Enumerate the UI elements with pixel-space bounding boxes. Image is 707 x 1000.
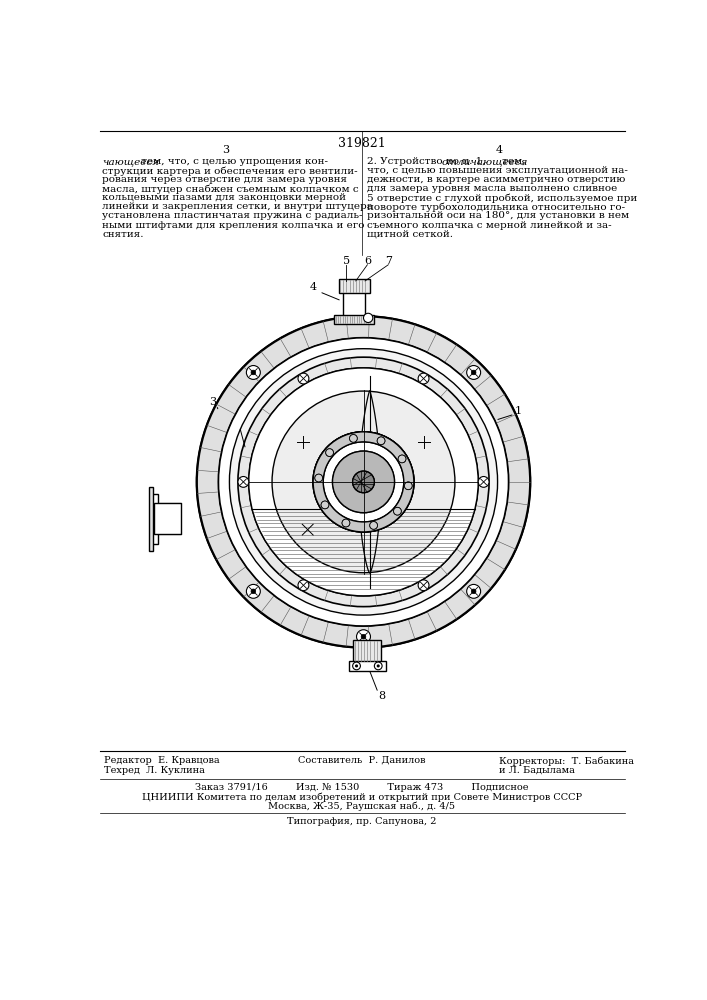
- Text: 4: 4: [310, 282, 317, 292]
- Text: Корректоры:  Т. Бабакина: Корректоры: Т. Бабакина: [499, 756, 634, 766]
- Circle shape: [467, 584, 481, 598]
- Bar: [149, 487, 153, 551]
- Text: 8: 8: [378, 691, 385, 701]
- Text: 2. Устройство по п. 1,: 2. Устройство по п. 1,: [368, 157, 489, 166]
- Text: 6: 6: [364, 256, 371, 266]
- Circle shape: [418, 373, 429, 384]
- Circle shape: [467, 366, 481, 379]
- Circle shape: [404, 482, 412, 490]
- Circle shape: [472, 589, 476, 594]
- Text: и Л. Бадылама: и Л. Бадылама: [499, 766, 575, 775]
- Text: 5 отверстие с глухой пробкой, используемое при: 5 отверстие с глухой пробкой, используем…: [368, 193, 638, 203]
- Circle shape: [349, 435, 357, 442]
- Text: рования через отверстие для замера уровня: рования через отверстие для замера уровн…: [103, 175, 347, 184]
- Circle shape: [370, 522, 378, 529]
- Circle shape: [370, 522, 378, 529]
- Circle shape: [313, 432, 414, 532]
- Text: дежности, в картере асимметрично отверстию: дежности, в картере асимметрично отверст…: [368, 175, 626, 184]
- Text: струкции картера и обеспечения его вентили-: струкции картера и обеспечения его венти…: [103, 166, 358, 176]
- Text: 3: 3: [222, 145, 229, 155]
- Text: установлена пластинчатая пружина с радиаль-: установлена пластинчатая пружина с радиа…: [103, 211, 363, 220]
- Bar: [154, 503, 182, 534]
- Circle shape: [251, 370, 256, 375]
- Circle shape: [349, 435, 357, 442]
- Bar: [334, 315, 374, 324]
- Bar: [152, 494, 158, 544]
- Text: 1: 1: [515, 406, 522, 416]
- Circle shape: [418, 580, 429, 591]
- Circle shape: [353, 662, 361, 670]
- Circle shape: [398, 455, 406, 463]
- Circle shape: [326, 449, 334, 456]
- Circle shape: [394, 507, 402, 515]
- Text: Заказ 3791/16         Изд. № 1530         Тираж 473         Подписное: Заказ 3791/16 Изд. № 1530 Тираж 473 Подп…: [195, 783, 529, 792]
- Circle shape: [378, 437, 385, 445]
- Circle shape: [313, 432, 414, 532]
- Bar: [349, 661, 386, 671]
- Circle shape: [353, 471, 374, 493]
- Text: линейки и закрепления сетки, и внутри штуцера: линейки и закрепления сетки, и внутри шт…: [103, 202, 373, 211]
- Bar: [339, 279, 370, 293]
- Text: щитной сеткой.: щитной сеткой.: [368, 230, 453, 239]
- Text: отличающееся: отличающееся: [442, 157, 528, 166]
- Text: масла, штуцер снабжен съемным колпачком с: масла, штуцер снабжен съемным колпачком …: [103, 184, 359, 194]
- Circle shape: [246, 366, 260, 379]
- Circle shape: [298, 580, 309, 591]
- Text: тем, что, с целью упрощения кон-: тем, что, с целью упрощения кон-: [138, 157, 328, 166]
- Circle shape: [472, 370, 476, 375]
- Circle shape: [238, 477, 249, 487]
- Circle shape: [272, 391, 455, 573]
- Circle shape: [326, 449, 334, 456]
- Bar: [354, 640, 381, 663]
- Circle shape: [398, 455, 406, 463]
- Circle shape: [353, 471, 374, 493]
- Circle shape: [321, 501, 329, 509]
- Circle shape: [251, 589, 256, 594]
- Text: 319821: 319821: [338, 137, 386, 150]
- Text: 4: 4: [496, 145, 503, 155]
- Text: ными штифтами для крепления колпачка и его: ными штифтами для крепления колпачка и е…: [103, 221, 365, 230]
- Circle shape: [197, 316, 530, 647]
- Text: тем,: тем,: [499, 157, 525, 166]
- Circle shape: [355, 664, 358, 667]
- Circle shape: [377, 664, 380, 667]
- Text: повороте турбохолодильника относительно го-: повороте турбохолодильника относительно …: [368, 202, 626, 212]
- Text: снятия.: снятия.: [103, 230, 144, 239]
- Text: Москва, Ж-35, Раушская наб., д. 4/5: Москва, Ж-35, Раушская наб., д. 4/5: [269, 801, 455, 811]
- Bar: [344, 291, 365, 318]
- Circle shape: [342, 519, 350, 527]
- Circle shape: [404, 482, 412, 490]
- Text: чающееся: чающееся: [103, 157, 159, 166]
- Circle shape: [246, 584, 260, 598]
- Text: 5: 5: [343, 256, 350, 266]
- Circle shape: [315, 474, 322, 482]
- Circle shape: [298, 373, 309, 384]
- Text: Типография, пр. Сапунова, 2: Типография, пр. Сапунова, 2: [287, 817, 437, 826]
- Text: Составитель  Р. Данилов: Составитель Р. Данилов: [298, 756, 426, 765]
- Text: ризонтальной оси на 180°, для установки в нем: ризонтальной оси на 180°, для установки …: [368, 211, 629, 220]
- Circle shape: [342, 519, 350, 527]
- Text: Техред  Л. Куклина: Техред Л. Куклина: [104, 766, 205, 775]
- Text: 3: 3: [209, 397, 216, 407]
- Circle shape: [356, 630, 370, 644]
- Text: Редактор  Е. Кравцова: Редактор Е. Кравцова: [104, 756, 219, 765]
- Text: кольцевыми пазами для законцовки мерной: кольцевыми пазами для законцовки мерной: [103, 193, 346, 202]
- Text: что, с целью повышения эксплуатационной на-: что, с целью повышения эксплуатационной …: [368, 166, 629, 175]
- Circle shape: [363, 313, 373, 323]
- Text: для замера уровня масла выполнено сливное: для замера уровня масла выполнено сливно…: [368, 184, 618, 193]
- Circle shape: [315, 474, 322, 482]
- Circle shape: [378, 437, 385, 445]
- Circle shape: [361, 634, 366, 639]
- Text: 7: 7: [385, 256, 392, 266]
- Circle shape: [249, 368, 478, 596]
- Circle shape: [321, 501, 329, 509]
- Circle shape: [478, 477, 489, 487]
- Text: съемного колпачка с мерной линейкой и за-: съемного колпачка с мерной линейкой и за…: [368, 221, 612, 230]
- Text: ЦНИИПИ Комитета по делам изобретений и открытий при Совете Министров СССР: ЦНИИПИ Комитета по делам изобретений и о…: [142, 792, 582, 802]
- Circle shape: [374, 662, 382, 670]
- Text: 2: 2: [232, 418, 239, 428]
- Circle shape: [394, 507, 402, 515]
